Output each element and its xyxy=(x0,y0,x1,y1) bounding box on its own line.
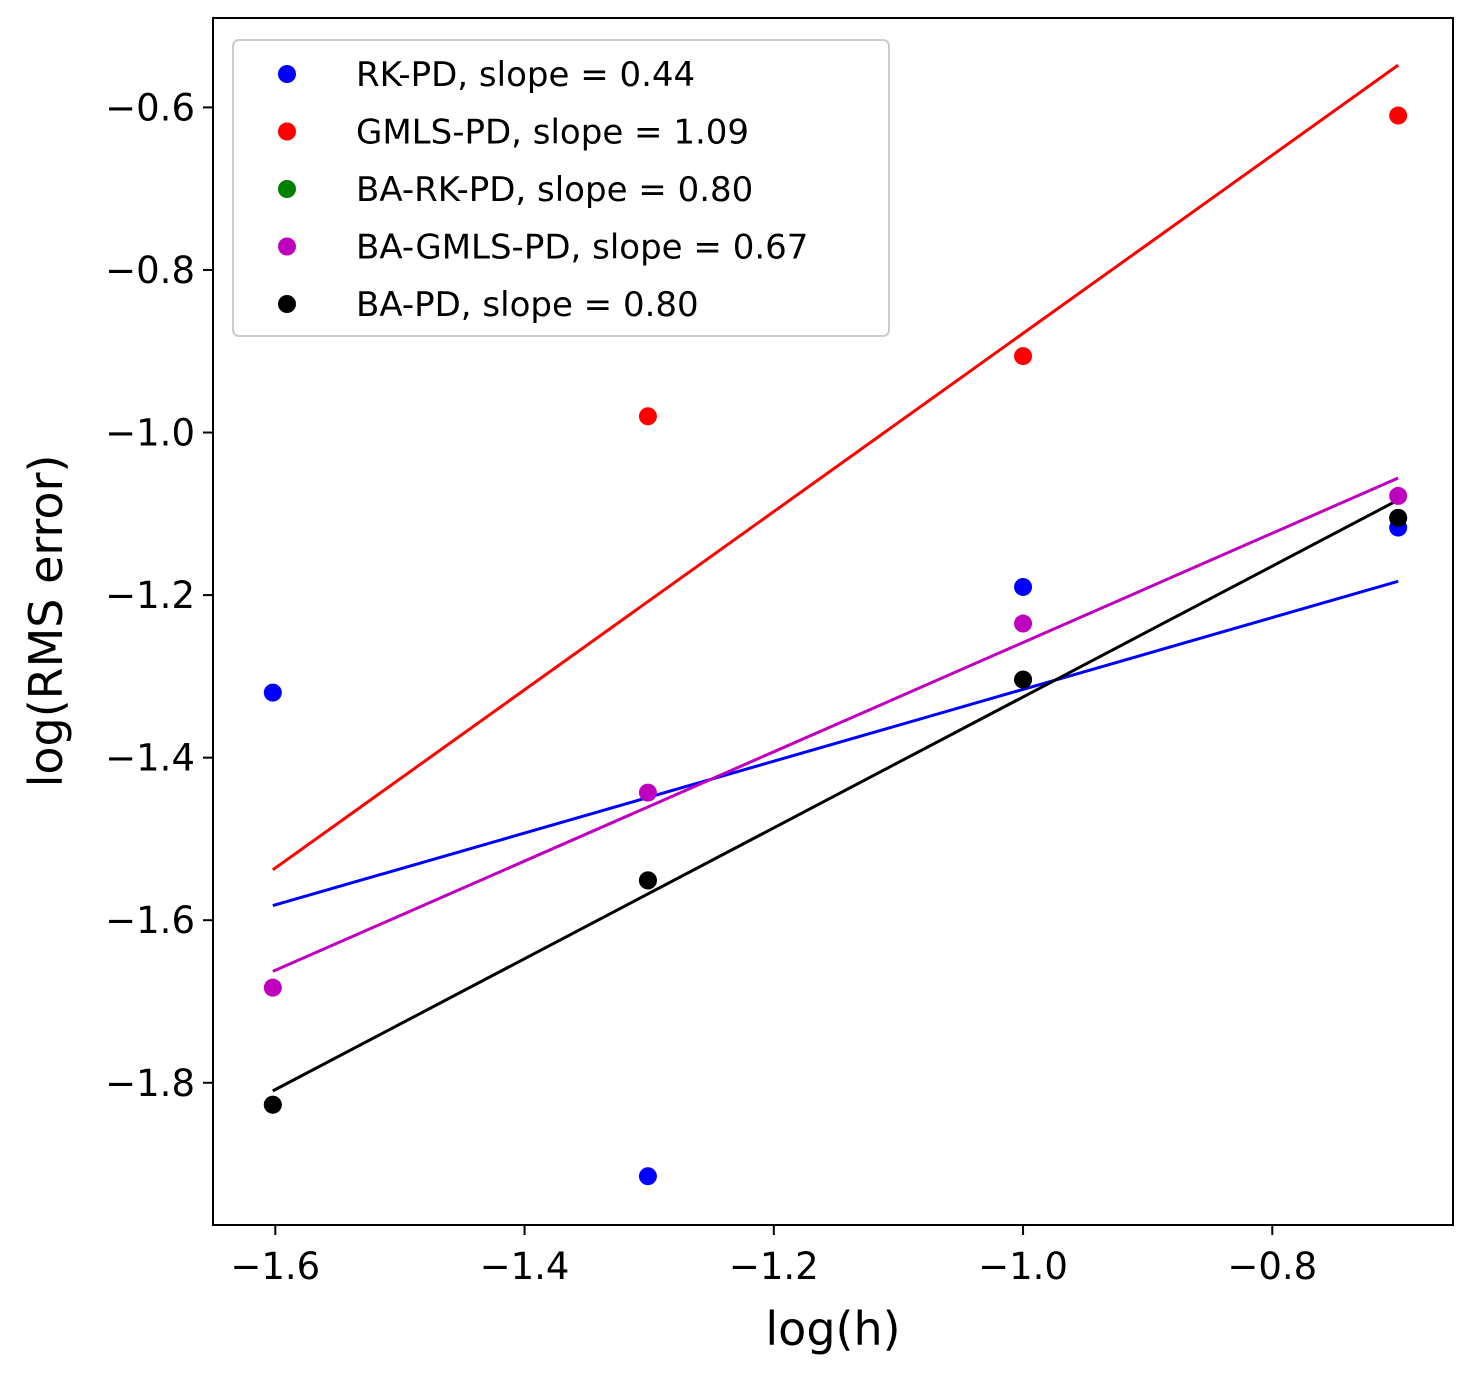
fit-line-ba-pd xyxy=(272,498,1399,1093)
y-axis: −1.8 −1.6 −1.4 −1.2 −1.0 −0.8 −0.6 xyxy=(105,86,213,1105)
y-tick-label: −1.8 xyxy=(105,1062,195,1105)
x-tick-label: −1.0 xyxy=(978,1245,1068,1288)
y-tick-label: −1.4 xyxy=(105,737,195,780)
fit-line-gmls-pd xyxy=(271,63,1400,872)
point-rk-pd xyxy=(638,1167,657,1186)
fit-line-ba-gmls-pd xyxy=(272,476,1399,973)
point-rk-pd xyxy=(263,683,282,702)
legend-label: BA-RK-PD, slope = 0.80 xyxy=(356,170,753,210)
fit-lines xyxy=(271,63,1400,1093)
point-gmls-pd xyxy=(638,407,657,426)
plot-frame xyxy=(212,17,1454,1226)
point-ba-pd xyxy=(1014,670,1033,689)
x-tick-label: −1.4 xyxy=(480,1245,570,1288)
legend-label: BA-GMLS-PD, slope = 0.67 xyxy=(356,228,808,268)
point-ba-pd xyxy=(1389,508,1408,527)
legend-label: BA-PD, slope = 0.80 xyxy=(356,285,699,325)
legend-marker-rk-pd xyxy=(278,65,296,83)
point-rk-pd xyxy=(1014,577,1033,596)
y-tick-label: −1.6 xyxy=(105,899,195,942)
point-ba-gmls-pd xyxy=(1389,486,1408,505)
legend-label: GMLS-PD, slope = 1.09 xyxy=(356,113,749,153)
legend: RK-PD, slope = 0.44 GMLS-PD, slope = 1.09… xyxy=(232,39,890,337)
y-tick-label: −1.2 xyxy=(105,574,195,617)
y-tick-label: −0.6 xyxy=(105,86,195,129)
point-gmls-pd xyxy=(1389,106,1408,125)
x-tick-label: −0.8 xyxy=(1227,1245,1317,1288)
fit-line-rk-pd xyxy=(272,579,1399,908)
point-ba-pd xyxy=(263,1095,282,1114)
legend-marker-ba-gmls-pd xyxy=(278,237,296,256)
x-tick-label: −1.6 xyxy=(230,1245,320,1288)
point-ba-gmls-pd xyxy=(638,783,657,802)
x-tick-label: −1.2 xyxy=(729,1245,819,1288)
y-tick-label: −0.8 xyxy=(105,249,195,292)
point-gmls-pd xyxy=(1014,347,1033,366)
x-axis-label: log(h) xyxy=(765,1302,900,1356)
legend-label: RK-PD, slope = 0.44 xyxy=(356,55,695,95)
data-points xyxy=(263,106,1408,1186)
legend-marker-ba-rk-pd xyxy=(278,180,296,198)
point-ba-gmls-pd xyxy=(1014,614,1033,633)
legend-marker-ba-pd xyxy=(278,295,296,313)
y-axis-label: log(RMS error) xyxy=(19,455,73,788)
y-tick-label: −1.0 xyxy=(105,412,195,455)
point-ba-pd xyxy=(638,871,657,890)
legend-marker-gmls-pd xyxy=(278,122,296,141)
x-axis: −1.6 −1.4 −1.2 −1.0 −0.8 xyxy=(230,1225,1317,1288)
legend-box xyxy=(232,39,890,337)
point-ba-gmls-pd xyxy=(263,978,282,997)
